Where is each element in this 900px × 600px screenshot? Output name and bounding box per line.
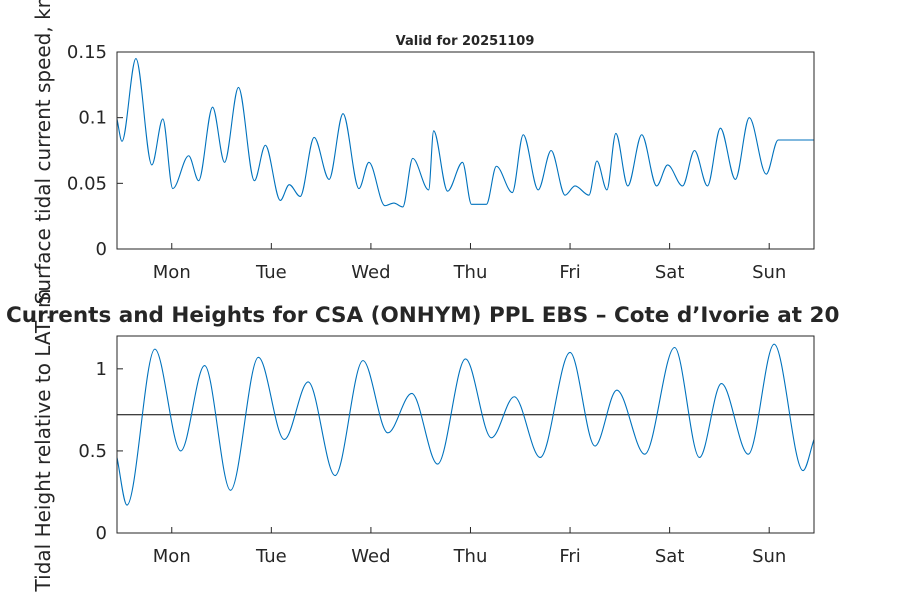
current-ticks: 0 0.05 0.1 0.15 Mon Tue Wed Thu Fri Sat Sun bbox=[67, 42, 786, 283]
tidal-height-line bbox=[116, 343, 815, 506]
current-plot-frame bbox=[116, 51, 815, 250]
current-x-tick-label: Sun bbox=[752, 262, 786, 283]
height-x-tick-label: Sun bbox=[752, 546, 786, 567]
height-ticks: 0 0.5 1 Mon Tue Wed Thu Fri Sat Sun bbox=[78, 359, 786, 567]
height-x-tick-label: Thu bbox=[453, 546, 488, 567]
height-x-tick-label: Fri bbox=[559, 546, 580, 567]
current-chart-title: Valid for 20251109 bbox=[396, 34, 535, 49]
current-x-tick-label: Sat bbox=[655, 262, 685, 283]
current-y-tick-label: 0.15 bbox=[67, 42, 107, 63]
tidal-height-panel: 0 0.5 1 Mon Tue Wed Thu Fri Sat Sun Tidal Height … bbox=[31, 289, 815, 593]
current-y-tick-label: 0.1 bbox=[78, 108, 107, 129]
height-plot-area bbox=[117, 336, 814, 533]
current-y-tick-label: 0.05 bbox=[67, 173, 107, 194]
height-x-tick-label: Wed bbox=[351, 546, 390, 567]
figure-main-title: Currents and Heights for CSA (ONHYM) PPL… bbox=[6, 303, 839, 328]
height-y-axis-label: Tidal Height relative to LAT, m bbox=[31, 289, 55, 593]
current-x-tick-label: Wed bbox=[351, 262, 390, 283]
current-x-tick-label: Tue bbox=[255, 262, 287, 283]
height-y-tick-label: 0 bbox=[96, 523, 107, 544]
current-speed-panel: Valid for 20251109 0 0.05 0.1 0.15 Mon Tue Wed… bbox=[31, 0, 815, 304]
height-x-tick-label: Tue bbox=[255, 546, 287, 567]
height-y-tick-label: 0.5 bbox=[78, 441, 107, 462]
height-x-tick-label: Mon bbox=[153, 546, 191, 567]
current-plot-area bbox=[117, 52, 814, 249]
height-y-tick-label: 1 bbox=[96, 359, 107, 380]
current-y-axis-label: Surface tidal current speed, kn bbox=[31, 0, 55, 304]
height-plot-frame bbox=[116, 335, 815, 534]
current-x-tick-label: Fri bbox=[559, 262, 580, 283]
current-x-tick-label: Mon bbox=[153, 262, 191, 283]
current-y-tick-label: 0 bbox=[96, 239, 107, 260]
current-speed-line bbox=[116, 58, 814, 208]
height-x-tick-label: Sat bbox=[655, 546, 685, 567]
current-x-tick-label: Thu bbox=[453, 262, 488, 283]
